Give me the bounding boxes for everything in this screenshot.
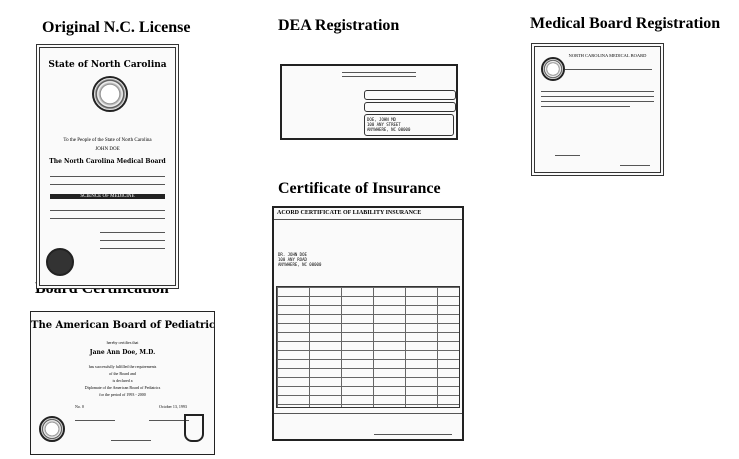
board-cert-date: October 13, 1993: [159, 404, 187, 409]
board-cert-body: is declared a: [112, 378, 133, 383]
shield-crest-icon: [184, 414, 204, 442]
insurance-certificate-image: ACORD CERTIFICATE OF LIABILITY INSURANCE…: [272, 206, 464, 441]
nc-license-image: State of North Carolina To the People of…: [36, 44, 179, 289]
license-science: SCIENCE OF MEDICINE: [50, 194, 165, 199]
board-cert-body: of the Board and: [109, 371, 136, 376]
board-cert-name: Jane Ann Doe, M.D.: [89, 349, 156, 356]
license-heading: Original N.C. License: [42, 19, 191, 36]
board-cert-body: for the period of 1993 - 2000: [99, 392, 146, 397]
insured-line: DR. JOHN DOE: [278, 252, 307, 257]
board-certification-image: The American Board of Pediatrics hereby …: [30, 311, 215, 455]
dea-address-line: DOE, JOHN MD: [367, 117, 396, 122]
medical-board-registration-image: NORTH CAROLINA MEDICAL BOARD: [531, 43, 664, 176]
insurance-heading: Certificate of Insurance: [278, 180, 441, 197]
dea-address: DOE, JOHN MD 100 ANY STREET ANYWHERE, NC…: [364, 114, 454, 136]
insurance-title: ACORD CERTIFICATE OF LIABILITY INSURANCE: [277, 210, 422, 216]
board-cert-title: The American Board of Pediatrics: [31, 320, 215, 331]
board-cert-body: Diplomate of the American Board of Pedia…: [84, 385, 161, 390]
state-seal-icon: [92, 76, 128, 112]
insured-block: DR. JOHN DOE 100 ANY ROAD ANYWHERE, NC 0…: [278, 252, 321, 267]
medical-board-seal-icon: [541, 57, 565, 81]
license-seal-icon: [46, 248, 74, 276]
dea-heading: DEA Registration: [278, 17, 400, 34]
license-name: JOHN DOE: [95, 147, 120, 152]
insured-line: 100 ANY ROAD: [278, 257, 307, 262]
license-to-people: To the People of the State of North Caro…: [63, 138, 152, 143]
coverage-table: [276, 286, 460, 408]
medical-board-title: NORTH CAROLINA MEDICAL BOARD: [568, 53, 647, 58]
dea-address-line: 100 ANY STREET: [367, 122, 401, 127]
board-cert-body: has successfully fulfilled the requireme…: [88, 364, 157, 369]
dea-address-line: ANYWHERE, NC 00000: [367, 127, 411, 132]
medical-board-heading: Medical Board Registration: [530, 15, 721, 32]
license-board: The North Carolina Medical Board: [49, 158, 166, 165]
board-cert-certifies: hereby certifies that: [106, 340, 139, 345]
insured-line: ANYWHERE, NC 00000: [278, 262, 322, 267]
board-seal-icon: [39, 416, 65, 442]
license-state-title: State of North Carolina: [48, 60, 167, 70]
board-cert-number: No. 0: [75, 404, 84, 409]
dea-registration-image: DOE, JOHN MD 100 ANY STREET ANYWHERE, NC…: [280, 64, 458, 140]
